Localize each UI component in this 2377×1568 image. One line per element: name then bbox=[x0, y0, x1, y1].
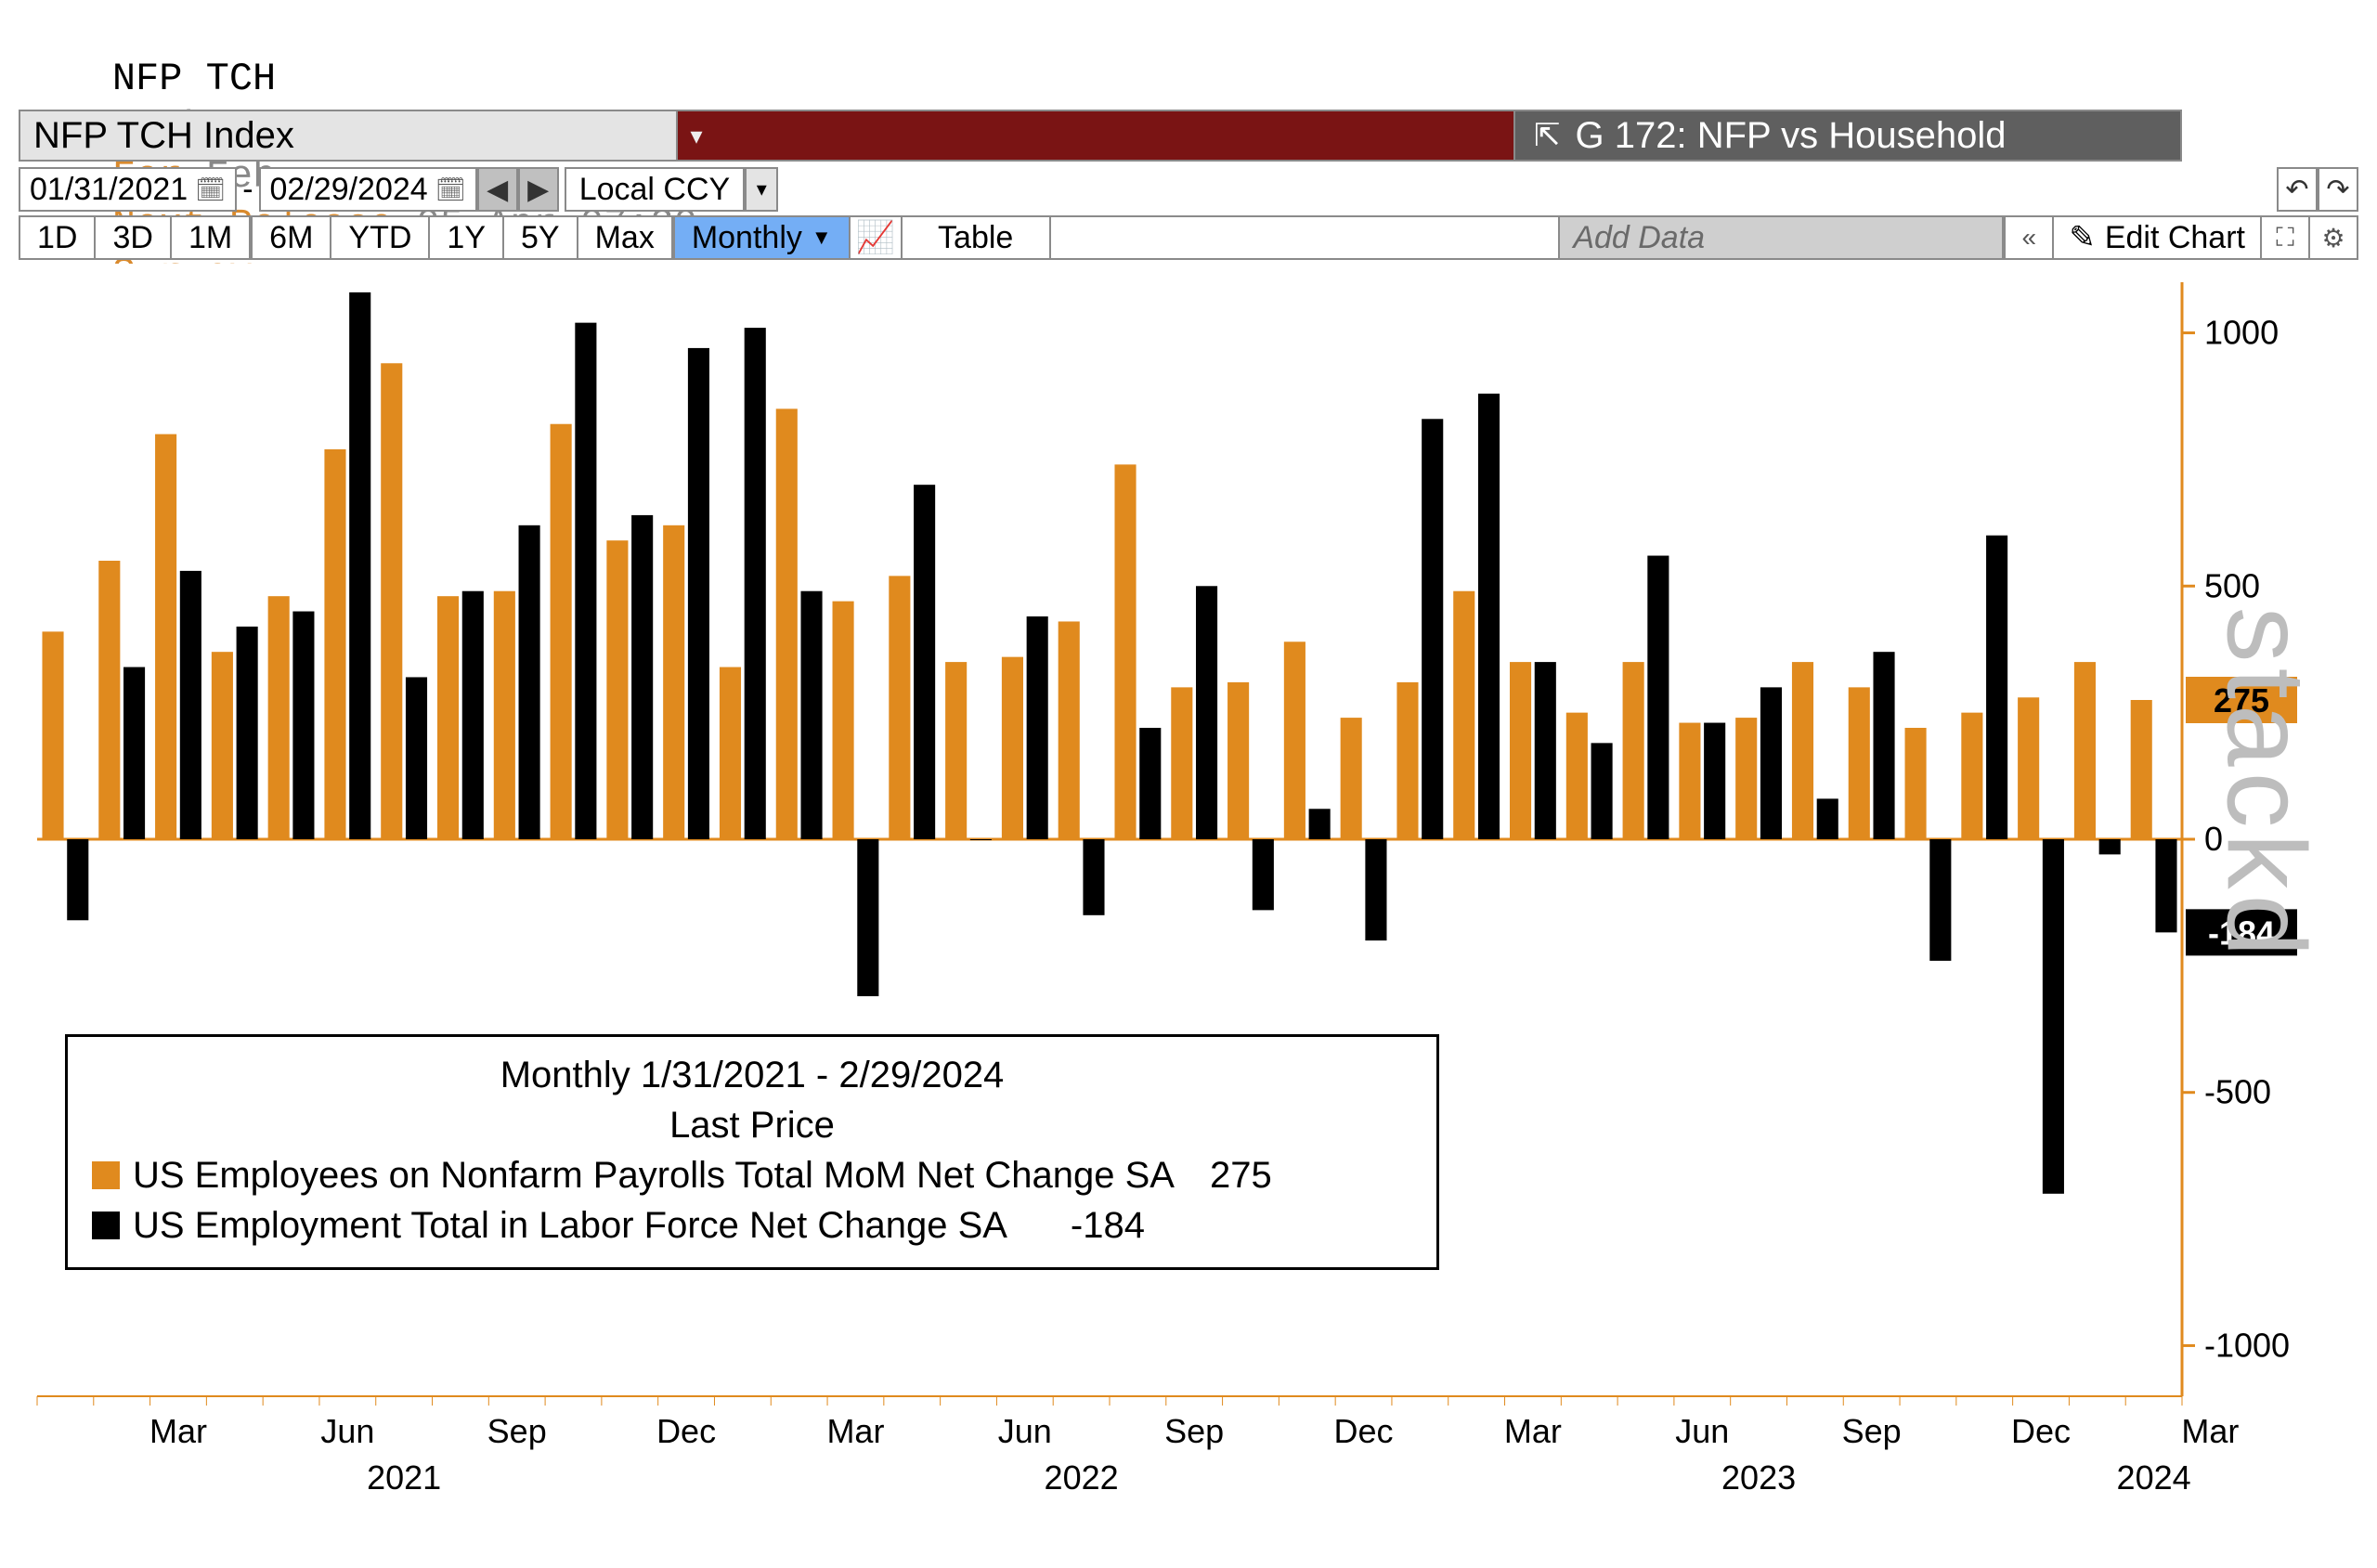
svg-text:-184: -184 bbox=[2208, 914, 2275, 952]
chart-options-button[interactable]: ⛶ bbox=[2260, 217, 2308, 258]
period-button-1m[interactable]: 1M bbox=[172, 217, 253, 258]
svg-text:Dec: Dec bbox=[2011, 1412, 2071, 1450]
svg-text:Jun: Jun bbox=[998, 1412, 1052, 1450]
svg-text:-1000: -1000 bbox=[2204, 1326, 2290, 1364]
chevron-left-icon: ◀ bbox=[487, 174, 508, 206]
edit-chart-label: Edit Chart bbox=[2105, 220, 2245, 256]
legend-series-2-label: US Employment Total in Labor Force Net C… bbox=[133, 1200, 1007, 1251]
toolbar-strip bbox=[715, 110, 1513, 162]
undo-redo-group: ↶ ↷ bbox=[2277, 167, 2358, 212]
currency-label: Local CCY bbox=[579, 172, 731, 208]
g-label: G 172: NFP vs Household bbox=[1576, 115, 2007, 157]
date-end-text: 02/29/2024 bbox=[270, 172, 428, 208]
table-label: Table bbox=[938, 220, 1013, 256]
currency-select[interactable]: Local CCY bbox=[565, 167, 746, 212]
index-dropdown-button[interactable]: ▾ bbox=[678, 110, 715, 162]
svg-text:Sep: Sep bbox=[487, 1412, 547, 1450]
undo-button[interactable]: ↶ bbox=[2277, 167, 2318, 212]
date-dash: - bbox=[237, 172, 258, 208]
date-next-button[interactable]: ▶ bbox=[518, 167, 559, 212]
period-button-ytd[interactable]: YTD bbox=[331, 217, 430, 258]
date-end-input[interactable]: 02/29/2024 🗓 bbox=[259, 167, 477, 212]
svg-text:Jun: Jun bbox=[1675, 1412, 1729, 1450]
add-data-placeholder: Add Data bbox=[1573, 220, 1705, 256]
svg-text:0: 0 bbox=[2204, 820, 2223, 858]
chevron-right-icon: ▶ bbox=[527, 174, 549, 206]
svg-text:1000: 1000 bbox=[2204, 314, 2279, 352]
undo-icon: ↶ bbox=[2285, 174, 2308, 206]
legend-series-1-label: US Employees on Nonfarm Payrolls Total M… bbox=[133, 1150, 1175, 1200]
period-button-max[interactable]: Max bbox=[578, 217, 675, 258]
period-button-3d[interactable]: 3D bbox=[96, 217, 171, 258]
gear-icon: ⚙ bbox=[2321, 223, 2345, 253]
svg-text:Mar: Mar bbox=[1504, 1412, 1562, 1450]
svg-text:Dec: Dec bbox=[656, 1412, 716, 1450]
legend-title-2: Last Price bbox=[92, 1100, 1412, 1150]
svg-text:-500: -500 bbox=[2204, 1073, 2271, 1111]
svg-text:Mar: Mar bbox=[149, 1412, 207, 1450]
chart-type-button[interactable]: 📈 bbox=[851, 217, 903, 258]
main-chart: 1000 500 0 -500 -1000 275 -184 Mar Jun Sep Dec Mar J… bbox=[19, 264, 2358, 1545]
date-start-input[interactable]: 01/31/2021 🗓 bbox=[19, 167, 237, 212]
table-view-button[interactable]: Table bbox=[903, 217, 1051, 258]
currency-dropdown-button[interactable]: ▾ bbox=[745, 167, 778, 212]
index-toolbar: NFP TCH Index ▾ ⇱ G 172: NFP vs Househol… bbox=[19, 110, 2182, 162]
popout-icon: ⇱ bbox=[1534, 117, 1561, 154]
add-data-prev-button[interactable]: « bbox=[2004, 217, 2052, 258]
chart-gear-icon: ⛶ bbox=[2276, 223, 2294, 253]
date-range-row: 01/31/2021 🗓 - 02/29/2024 🗓 ◀ ▶ Local CC… bbox=[19, 167, 778, 212]
add-data-input[interactable]: Add Data bbox=[1558, 217, 2004, 258]
svg-text:2024: 2024 bbox=[2117, 1458, 2191, 1497]
legend-swatch-2 bbox=[92, 1212, 120, 1239]
legend-series-1-value: 275 bbox=[1210, 1150, 1272, 1200]
caret-down-icon: ▼ bbox=[812, 226, 832, 250]
line-chart-icon: 📈 bbox=[856, 219, 895, 256]
edit-chart-button[interactable]: ✎ Edit Chart bbox=[2052, 217, 2260, 258]
date-start-text: 01/31/2021 bbox=[30, 172, 188, 208]
redo-button[interactable]: ↷ bbox=[2318, 167, 2358, 212]
svg-text:2021: 2021 bbox=[367, 1458, 441, 1497]
index-name-input[interactable]: NFP TCH Index bbox=[19, 110, 678, 162]
period-button-5y[interactable]: 5Y bbox=[504, 217, 578, 258]
settings-button[interactable]: ⚙ bbox=[2308, 217, 2357, 258]
date-prev-button[interactable]: ◀ bbox=[477, 167, 518, 212]
chevron-down-icon: ▾ bbox=[690, 122, 702, 150]
chevron-double-left-icon: « bbox=[2022, 223, 2037, 253]
svg-text:Mar: Mar bbox=[2181, 1412, 2239, 1450]
svg-text:Dec: Dec bbox=[1334, 1412, 1394, 1450]
legend-title-1: Monthly 1/31/2021 - 2/29/2024 bbox=[92, 1050, 1412, 1100]
pencil-icon: ✎ bbox=[2069, 219, 2096, 256]
svg-text:Sep: Sep bbox=[1842, 1412, 1902, 1450]
chart-layout-button[interactable]: ⇱ G 172: NFP vs Household bbox=[1513, 110, 2182, 162]
svg-text:Sep: Sep bbox=[1164, 1412, 1224, 1450]
svg-text:Jun: Jun bbox=[320, 1412, 374, 1450]
index-name-text: NFP TCH Index bbox=[33, 115, 294, 157]
periodicity-row: 1D3D1M6MYTD1Y5YMax Monthly ▼ 📈 Table Add… bbox=[19, 215, 2358, 260]
redo-icon: ↷ bbox=[2326, 174, 2349, 206]
svg-text:2023: 2023 bbox=[1721, 1458, 1796, 1497]
calendar-icon: 🗓 bbox=[195, 175, 226, 204]
toolbar-spacer bbox=[1051, 217, 1559, 258]
svg-text:2022: 2022 bbox=[1045, 1458, 1119, 1497]
interval-select[interactable]: Monthly ▼ bbox=[675, 217, 851, 258]
legend-box: Monthly 1/31/2021 - 2/29/2024 Last Price… bbox=[65, 1034, 1439, 1270]
period-button-1d[interactable]: 1D bbox=[20, 217, 96, 258]
period-button-1y[interactable]: 1Y bbox=[430, 217, 504, 258]
legend-series-2-value: -184 bbox=[1043, 1200, 1145, 1251]
caret-down-icon: ▾ bbox=[757, 177, 767, 201]
ticker: NFP TCH bbox=[112, 57, 276, 101]
legend-swatch-1 bbox=[92, 1161, 120, 1189]
calendar-icon: 🗓 bbox=[435, 175, 466, 204]
svg-text:275: 275 bbox=[2214, 681, 2269, 719]
period-button-6m[interactable]: 6M bbox=[253, 217, 331, 258]
interval-label: Monthly bbox=[692, 220, 802, 256]
svg-text:Mar: Mar bbox=[826, 1412, 884, 1450]
svg-text:500: 500 bbox=[2204, 566, 2260, 604]
